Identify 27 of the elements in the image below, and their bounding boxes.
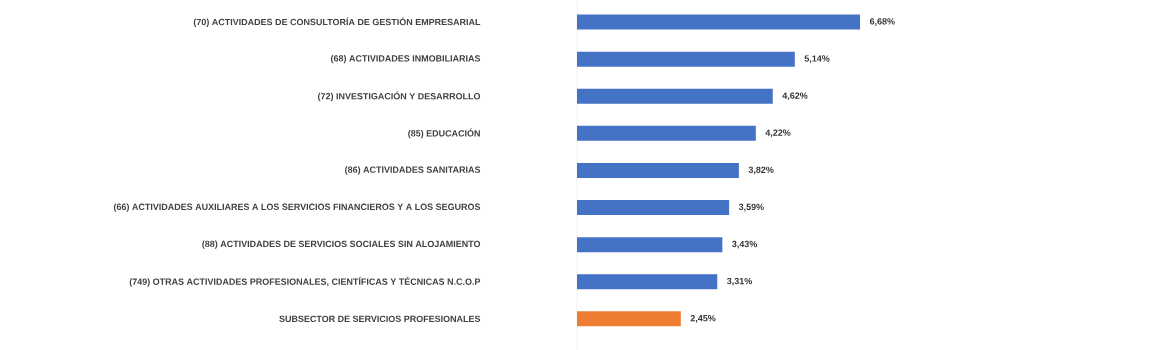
data-label: 2,45%: [690, 315, 716, 323]
data-label: 3,82%: [748, 166, 774, 175]
y-tick-label: (85) EDUCACIÓN: [408, 128, 480, 139]
data-label: 6,68%: [869, 18, 895, 26]
data-label: 4,62%: [782, 92, 808, 101]
bar: [577, 125, 756, 141]
data-label: 3,31%: [726, 277, 752, 286]
y-tick-label: (86) ACTIVIDADES SANITARIAS: [345, 166, 481, 175]
bar: [577, 311, 681, 327]
data-label: 5,14%: [804, 55, 830, 63]
y-tick-label: (72) INVESTIGACIÓN Y DESARROLLO: [318, 91, 481, 102]
bar: [577, 200, 730, 216]
y-tick-label: (70) ACTIVIDADES DE CONSULTORÍA DE GESTIÓN EMPRESARIAL: [193, 17, 481, 27]
bar: [577, 51, 795, 67]
bar: [577, 274, 718, 290]
bar: [577, 14, 861, 30]
data-label: 3,59%: [738, 203, 764, 212]
y-tick-label: (66) ACTIVIDADES AUXILIARES A LOS SERVICIOS FINANCIEROS Y A LOS SEGUROS: [113, 203, 481, 212]
data-label: 3,43%: [732, 240, 758, 249]
bar: [577, 162, 739, 178]
y-tick-label: (749) OTRAS ACTIVIDADES PROFESIONALES, CIENTÍFICAS Y TÉCNICAS N.C.O.P: [129, 276, 481, 287]
data-label: 4,22%: [765, 129, 791, 138]
bar: [577, 237, 723, 253]
y-tick-label: (68) ACTIVIDADES INMOBILIARIAS: [330, 54, 481, 64]
y-tick-label: SUBSECTOR DE SERVICIOS PROFESIONALES: [279, 315, 481, 323]
y-tick-label: (88) ACTIVIDADES DE SERVICIOS SOCIALES SIN ALOJAMIENTO: [202, 240, 481, 249]
bar: [577, 88, 773, 104]
